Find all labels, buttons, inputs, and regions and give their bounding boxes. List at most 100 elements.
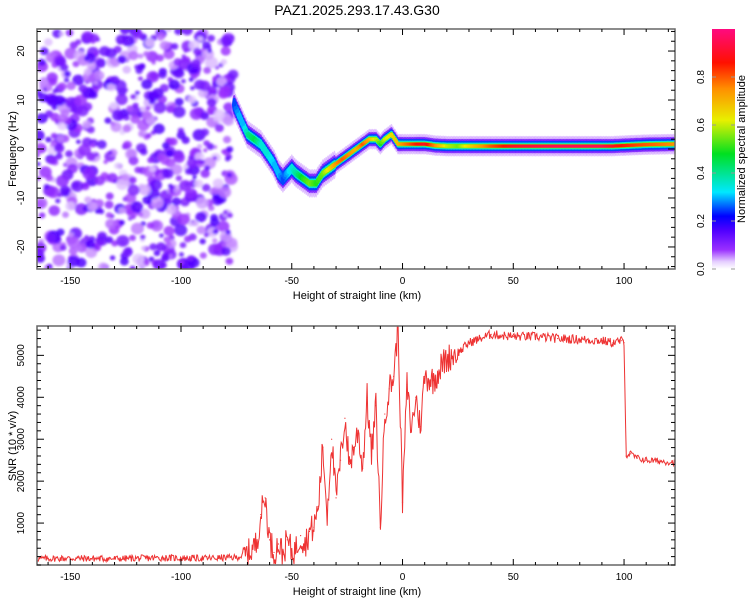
noise-blob bbox=[188, 221, 193, 227]
snr-point bbox=[432, 379, 435, 382]
snr-point bbox=[339, 459, 342, 461]
noise-blob bbox=[177, 213, 191, 226]
noise-blob bbox=[147, 157, 155, 164]
noise-blob bbox=[82, 206, 88, 212]
noise-blob bbox=[50, 132, 58, 139]
noise-blob bbox=[45, 174, 54, 182]
noise-blob bbox=[172, 106, 186, 118]
snr-point bbox=[313, 526, 315, 528]
noise-blob bbox=[110, 75, 120, 85]
noise-blob bbox=[138, 131, 145, 138]
colorbar-tick-label: 0.6 bbox=[696, 118, 707, 132]
noise-blob bbox=[122, 65, 132, 74]
noise-blob bbox=[144, 38, 155, 48]
noise-blob bbox=[227, 69, 239, 80]
noise-blob bbox=[187, 95, 197, 104]
noise-blob bbox=[106, 83, 116, 92]
snr-point bbox=[344, 417, 346, 419]
noise-blob bbox=[159, 233, 164, 238]
snr-point bbox=[556, 337, 559, 340]
noise-blob bbox=[162, 142, 170, 149]
x-tick-label: 50 bbox=[508, 572, 520, 583]
noise-blob bbox=[52, 254, 66, 267]
snr-point bbox=[450, 354, 452, 356]
noise-blob bbox=[46, 72, 58, 83]
noise-blob bbox=[57, 82, 67, 91]
noise-blob bbox=[119, 257, 129, 266]
noise-blob bbox=[52, 29, 62, 38]
noise-blob bbox=[141, 110, 152, 120]
noise-blob bbox=[137, 76, 144, 81]
noise-blob bbox=[43, 183, 50, 190]
snr-point bbox=[113, 558, 116, 560]
noise-blob bbox=[192, 220, 199, 227]
noise-blob bbox=[118, 207, 126, 215]
noise-blob bbox=[81, 31, 95, 43]
snr-xlabel: Height of straight line (km) bbox=[293, 586, 421, 598]
noise-blob bbox=[149, 179, 163, 191]
noise-blob bbox=[137, 262, 146, 269]
snr-point bbox=[357, 430, 359, 432]
snr-point bbox=[282, 553, 284, 556]
snr-marks bbox=[37, 326, 675, 565]
y-tick-label: 20 bbox=[16, 45, 27, 57]
snr-point bbox=[379, 526, 381, 528]
noise-blob bbox=[207, 34, 216, 42]
ridge-cell bbox=[241, 122, 245, 127]
noise-blob bbox=[194, 152, 205, 162]
noise-blob bbox=[37, 197, 48, 209]
noise-blob bbox=[104, 117, 112, 124]
snr-frame bbox=[36, 325, 676, 566]
noise-blob bbox=[151, 88, 164, 99]
ridge-cell bbox=[272, 161, 276, 166]
noise-blob bbox=[212, 178, 224, 189]
noise-blob bbox=[146, 222, 155, 229]
noise-blob bbox=[62, 211, 69, 218]
x-tick-label: 50 bbox=[508, 276, 520, 287]
noise-blob bbox=[115, 34, 127, 45]
noise-blob bbox=[212, 76, 218, 81]
noise-blob bbox=[218, 186, 232, 199]
noise-blob bbox=[149, 165, 157, 173]
noise-blob bbox=[184, 235, 192, 243]
noise-blob bbox=[66, 81, 76, 91]
noise-blob bbox=[202, 41, 211, 50]
noise-blob bbox=[110, 121, 122, 133]
noise-blob bbox=[115, 94, 128, 106]
noise-blob bbox=[37, 113, 48, 124]
noise-blob bbox=[212, 238, 218, 244]
noise-blob bbox=[195, 212, 207, 223]
noise-blob bbox=[168, 137, 178, 146]
noise-blob bbox=[170, 164, 183, 175]
noise-blob bbox=[65, 201, 76, 211]
x-tick-label: -150 bbox=[60, 276, 80, 287]
noise-blob bbox=[44, 38, 53, 47]
noise-blob bbox=[188, 155, 193, 160]
noise-blob bbox=[122, 247, 133, 257]
noise-blob bbox=[109, 101, 118, 110]
noise-blob bbox=[130, 94, 137, 100]
noise-blob bbox=[145, 106, 151, 111]
noise-blob bbox=[67, 236, 81, 249]
y-tick-label: 0 bbox=[16, 146, 27, 152]
noise-blob bbox=[200, 169, 210, 178]
ridge-cell bbox=[392, 137, 397, 141]
snr-point bbox=[295, 547, 297, 549]
snr-point bbox=[322, 446, 324, 449]
noise-blob bbox=[173, 152, 185, 163]
noise-blob bbox=[203, 140, 210, 147]
x-tick-label: -50 bbox=[285, 572, 300, 583]
x-tick-label: 0 bbox=[400, 276, 406, 287]
noise-blob bbox=[199, 252, 207, 259]
noise-blob bbox=[128, 50, 139, 61]
noise-blob bbox=[181, 29, 193, 36]
noise-blob bbox=[76, 105, 89, 117]
ridge-cell bbox=[236, 112, 241, 117]
noise-blob bbox=[86, 62, 96, 71]
snr-point bbox=[246, 553, 249, 556]
noise-blob bbox=[48, 205, 60, 216]
noise-blob bbox=[96, 139, 107, 149]
noise-blob bbox=[198, 80, 211, 91]
noise-blob bbox=[183, 48, 188, 53]
